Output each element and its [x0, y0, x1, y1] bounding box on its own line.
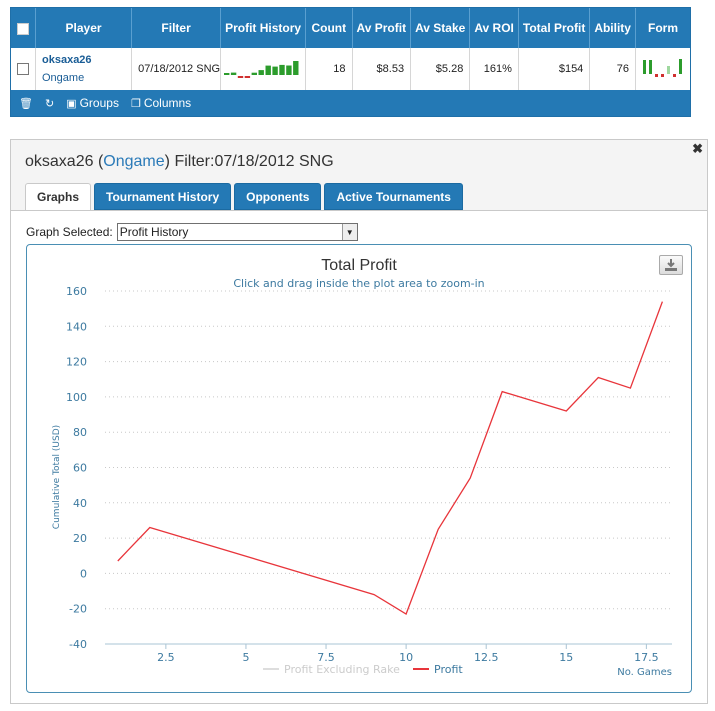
col-av-stake[interactable]: Av Stake [410, 8, 471, 48]
groups-button[interactable]: ▣ Groups [66, 96, 119, 110]
player-link[interactable]: oksaxa26 [42, 53, 92, 66]
col-av-roi[interactable]: Av ROI [469, 8, 519, 48]
tab-tournament-history[interactable]: Tournament History [94, 183, 232, 210]
sparkline-bar [265, 65, 271, 75]
profit-sparkline [224, 60, 299, 78]
legend-item: Profit Excluding Rake [284, 663, 400, 676]
col-profit-history[interactable]: Profit History [220, 8, 307, 48]
row-checkbox[interactable] [17, 62, 29, 75]
y-tick-label: 140 [66, 320, 87, 333]
graph-selected-label: Graph Selected: [26, 225, 113, 239]
export-chart-button[interactable] [659, 255, 683, 275]
total-profit-cell: $154 [518, 48, 591, 91]
sparkline-bar [258, 69, 264, 75]
col-filter[interactable]: Filter [131, 8, 222, 48]
profit-chart[interactable]: -40 -20 0 20 40 60 80 100 120 140 160 2.5 5 7.5 10 12.… [26, 244, 692, 693]
panel-site-link[interactable]: Ongame [103, 153, 165, 170]
close-icon[interactable]: ✖ [692, 141, 703, 156]
av-stake-cell: $5.28 [410, 48, 471, 91]
sparkline-bar [251, 72, 258, 75]
graphs-tab-content: Graph Selected: Profit History ▼ -40 -20 0… [11, 210, 707, 703]
profit-history-cell [220, 48, 307, 91]
form-bars [643, 59, 682, 78]
tab-bar: Graphs Tournament History Opponents Acti… [25, 183, 463, 210]
col-ability[interactable]: Ability [589, 8, 636, 48]
y-axis-label: Cumulative Total (USD) [52, 425, 62, 529]
table-row[interactable]: oksaxa26 Ongame 07/18/2012 SNG 18 $8.53 … [11, 48, 690, 91]
sparkline-bar [279, 64, 285, 75]
chart-legend: Profit Excluding Rake Profit [263, 663, 463, 676]
col-av-profit[interactable]: Av Profit [352, 8, 412, 48]
row-select-cell [11, 48, 36, 91]
panel-filter: Filter:07/18/2012 SNG [174, 153, 334, 170]
x-tick-label: 15 [559, 651, 573, 664]
chart-title: Total Profit [321, 257, 397, 274]
player-detail-panel: ✖ oksaxa26 (Ongame) Filter:07/18/2012 SN… [10, 139, 708, 704]
grid-toolbar: 🗑 ↻ ▣ Groups ❐ Columns [11, 90, 690, 116]
columns-icon: ❐ [130, 97, 141, 110]
players-grid: Player Filter Profit History Count Av Pr… [10, 7, 691, 117]
y-tick-label: 60 [73, 462, 87, 475]
panel-title: oksaxa26 (Ongame) Filter:07/18/2012 SNG [25, 153, 334, 170]
form-cell [635, 48, 690, 91]
legend-item: Profit [434, 663, 463, 676]
columns-button[interactable]: ❐ Columns [131, 96, 191, 110]
count-cell: 18 [305, 48, 353, 91]
sparkline-bar [286, 65, 292, 75]
x-tick-label: 5 [242, 651, 249, 664]
tab-graphs[interactable]: Graphs [25, 183, 92, 210]
sparkline-bar [272, 66, 278, 75]
graph-select-dropdown[interactable]: Profit History ▼ [116, 223, 358, 241]
profit-series-line [117, 301, 664, 615]
refresh-icon[interactable]: ↻ [44, 97, 55, 110]
ability-cell: 76 [589, 48, 636, 91]
filter-value: 07/18/2012 SNG [138, 62, 221, 75]
y-tick-label: 20 [73, 532, 87, 545]
graph-select-value: Profit History [119, 225, 189, 239]
select-all-checkbox[interactable] [17, 22, 29, 35]
x-tick-label: 12.5 [474, 651, 499, 664]
x-tick-label: 10 [399, 651, 413, 664]
sparkline-bar [237, 75, 244, 78]
download-icon [665, 259, 677, 271]
y-tick-label: 40 [73, 497, 87, 510]
col-form[interactable]: Form [635, 8, 690, 48]
graph-selector: Graph Selected: Profit History ▼ [26, 223, 358, 241]
col-total-profit[interactable]: Total Profit [518, 8, 591, 48]
groups-icon: ▣ [66, 97, 77, 110]
select-all-header [11, 8, 36, 48]
y-tick-label: 100 [66, 391, 87, 404]
chart-canvas[interactable]: -40 -20 0 20 40 60 80 100 120 140 160 2.5 5 7.5 10 12.… [27, 245, 691, 692]
tab-opponents[interactable]: Opponents [234, 183, 322, 210]
player-cell: oksaxa26 Ongame [35, 48, 133, 91]
av-roi-cell: 161% [469, 48, 519, 91]
x-tick-label: 2.5 [157, 651, 175, 664]
y-tick-label: 80 [73, 426, 87, 439]
x-tick-label: 7.5 [317, 651, 335, 664]
chevron-down-icon: ▼ [341, 224, 357, 240]
x-tick-label: 17.5 [634, 651, 659, 664]
filter-cell: 07/18/2012 SNG [131, 48, 222, 91]
av-profit-cell: $8.53 [352, 48, 412, 91]
y-tick-label: 0 [80, 567, 87, 580]
site-link[interactable]: Ongame [42, 71, 85, 84]
y-tick-label: -20 [69, 603, 87, 616]
sparkline-bar [230, 72, 237, 75]
x-axis-label: No. Games [617, 667, 672, 678]
y-tick-label: 120 [66, 356, 87, 369]
y-tick-label: 160 [66, 285, 87, 298]
trash-icon[interactable]: 🗑 [19, 97, 33, 110]
sparkline-bar [224, 72, 230, 75]
col-player[interactable]: Player [35, 8, 133, 48]
sparkline-bar [244, 75, 251, 78]
tab-active-tournaments[interactable]: Active Tournaments [324, 183, 463, 210]
y-tick-label: -40 [69, 638, 87, 651]
columns-label: Columns [143, 96, 192, 110]
groups-label: Groups [79, 96, 119, 110]
panel-player: oksaxa26 [25, 153, 94, 170]
chart-subtitle: Click and drag inside the plot area to z… [233, 277, 484, 290]
sparkline-bar [293, 60, 299, 75]
col-count[interactable]: Count [305, 8, 353, 48]
